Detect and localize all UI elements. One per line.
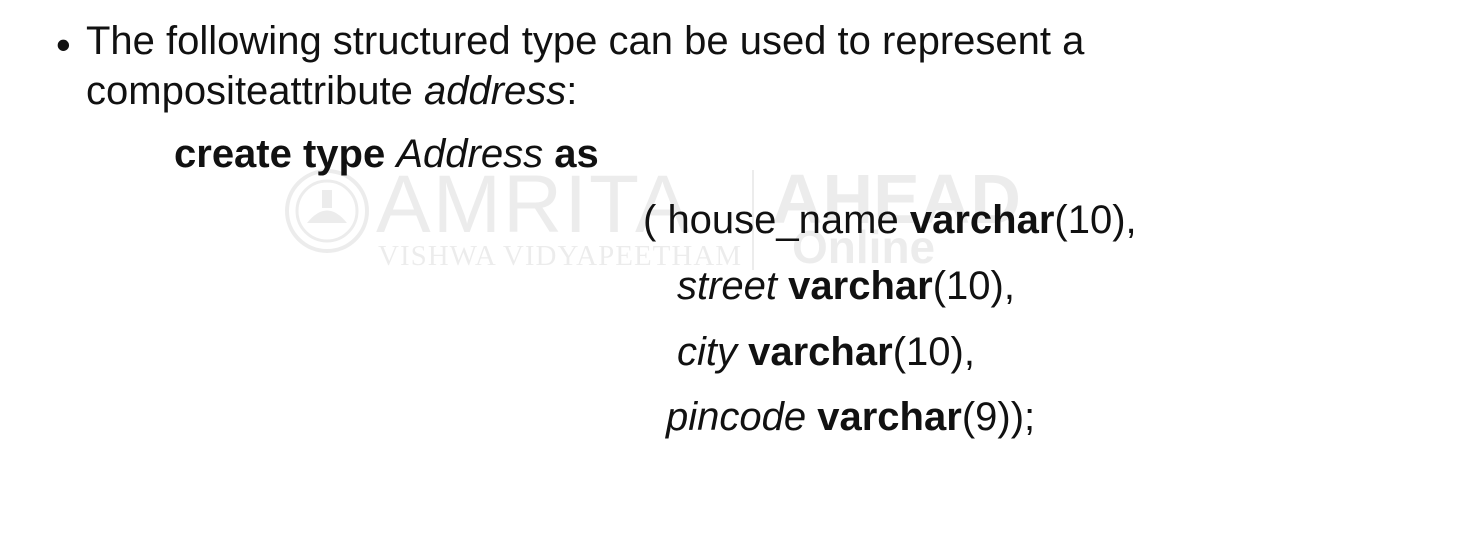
field-name: pincode	[666, 395, 807, 439]
code-create-line: create type Address as	[174, 129, 599, 179]
field-name: city	[677, 330, 737, 374]
open-paren: (	[643, 198, 668, 242]
field-args: (10),	[892, 330, 975, 374]
bullet-text: The following structured type can be use…	[86, 16, 1386, 116]
field-type: varchar	[909, 198, 1055, 242]
field-args: (10),	[1054, 198, 1137, 242]
university-seal-icon	[285, 169, 369, 253]
code-field-city: city varchar(10),	[677, 327, 975, 377]
field-type: varchar	[817, 395, 962, 439]
bullet-text-emphasis: address	[423, 69, 567, 113]
field-type: varchar	[748, 330, 893, 374]
field-name: street	[677, 264, 778, 308]
bullet-text-main: The following structured type can be use…	[86, 19, 1085, 113]
type-name: Address	[396, 132, 544, 176]
code-field-pincode: pincode varchar(9));	[666, 392, 1035, 442]
field-args: (10),	[932, 264, 1015, 308]
bullet-text-colon: :	[566, 69, 578, 113]
bullet-marker: •	[56, 21, 71, 68]
keyword-as: as	[554, 132, 599, 176]
keyword-create-type: create type	[174, 132, 386, 176]
field-type: varchar	[788, 264, 933, 308]
code-field-street: street varchar(10),	[677, 261, 1015, 311]
field-args: (9));	[961, 395, 1036, 439]
code-field-house-name: ( house_name varchar(10),	[643, 195, 1137, 245]
field-name: house_name	[667, 198, 899, 242]
